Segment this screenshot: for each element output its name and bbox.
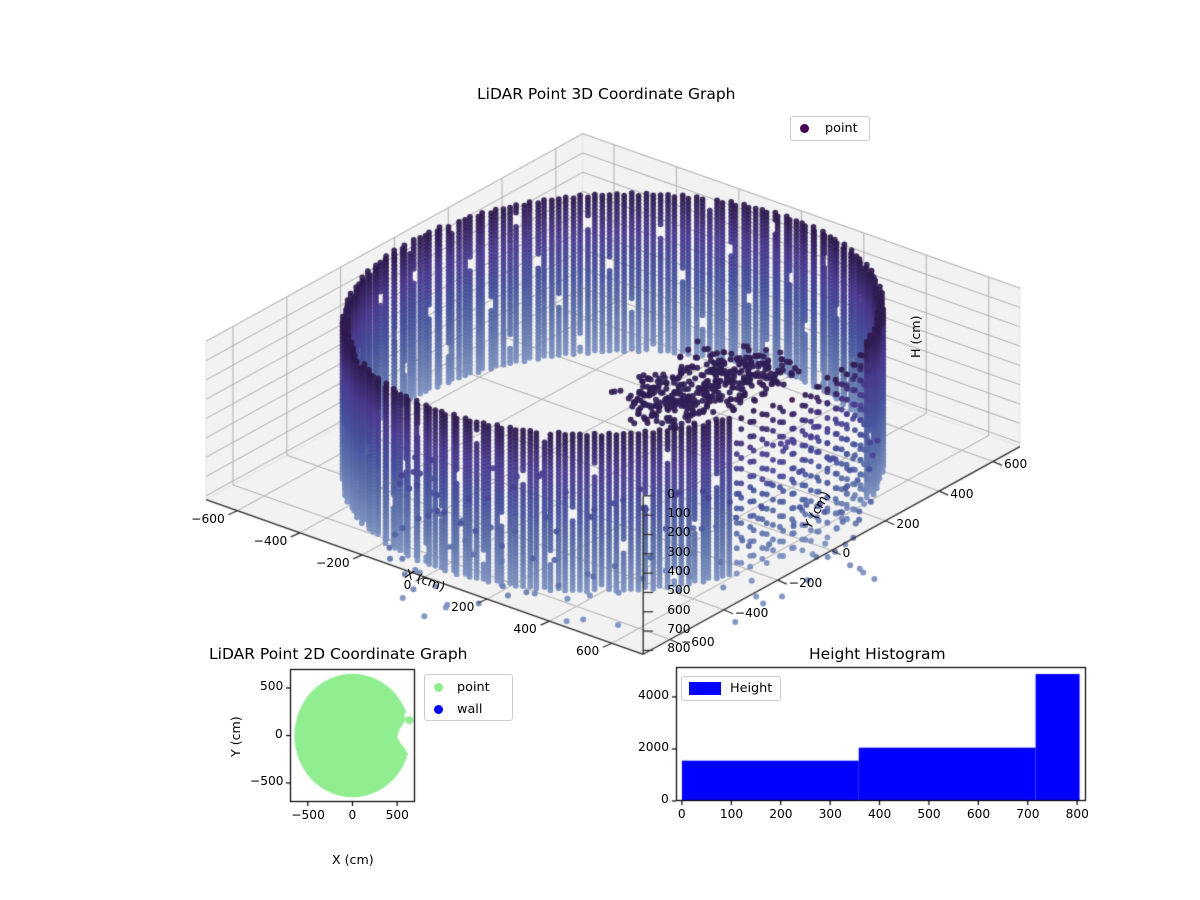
legend-label-wall: wall [457, 702, 483, 717]
legend-label-point: point [457, 680, 490, 695]
legend-label-point: point [825, 121, 858, 136]
point-marker-icon [800, 124, 809, 133]
wall-marker-icon [434, 705, 443, 714]
point-marker-icon [434, 683, 443, 692]
legend-entry-point: point [791, 117, 869, 140]
scatter3d-legend: point [790, 116, 870, 141]
histogram-legend: Height [681, 676, 781, 701]
scatter2d-legend: point wall [424, 674, 513, 721]
height-patch-icon [689, 682, 721, 695]
legend-label-height: Height [730, 681, 773, 696]
legend-entry-point: point [425, 676, 512, 699]
legend-entry-height: Height [682, 677, 780, 700]
legend-entry-wall: wall [425, 699, 512, 720]
